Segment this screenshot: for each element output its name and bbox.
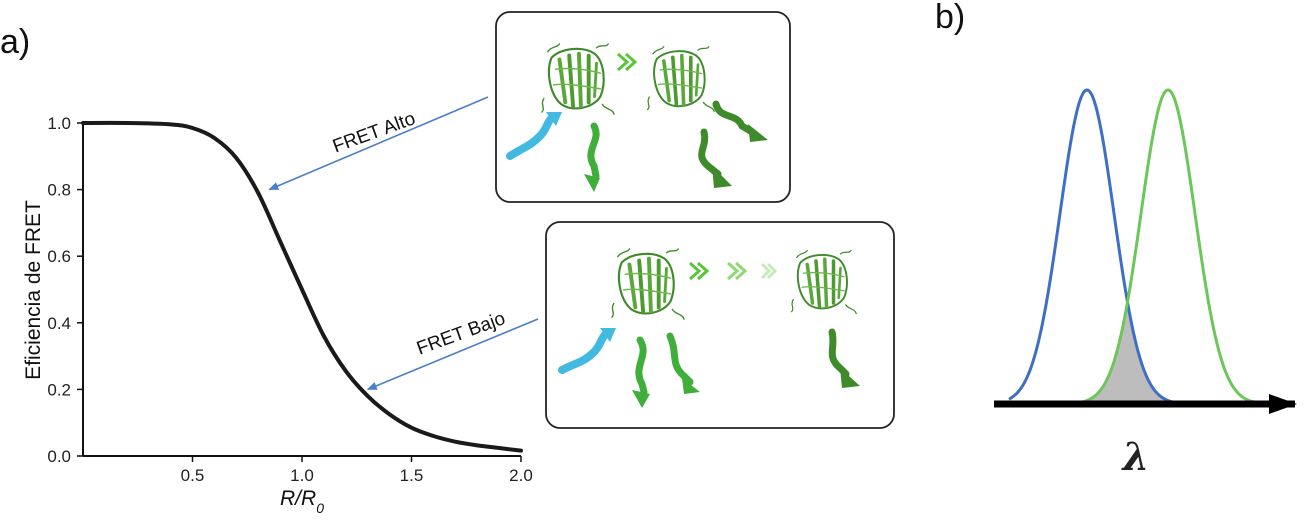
inset-frame [495, 11, 791, 203]
panel-label-a: a) [0, 23, 30, 61]
energy-transfer-chevrons-medium-icon [727, 261, 748, 281]
y-tick-label: 0.4 [47, 314, 71, 333]
donor-emission-arrowhead-2-icon [682, 378, 700, 394]
fret-efficiency-chart: 0.0 0.2 0.4 0.6 0.8 1.0 0.5 1.0 1.5 2.0 Eficienc… [22, 96, 539, 516]
y-tick-label: 0.0 [47, 447, 71, 466]
spectral-overlap-chart: λ [994, 88, 1297, 479]
excitation-arrowhead-icon [546, 112, 562, 126]
energy-transfer-chevrons-weak-icon [760, 262, 778, 280]
energy-transfer-chevrons-strong-icon [689, 261, 710, 281]
acceptor-emission-arrowhead-icon [840, 368, 860, 388]
y-axis-title: Eficiencia de FRET [22, 200, 45, 380]
fret-low-inset [545, 221, 895, 429]
x-axis-title: R/R0 [280, 487, 324, 516]
donor-emission-arrow-2-icon [666, 332, 694, 386]
panel-label-b: b) [935, 0, 965, 36]
fret-low-label: FRET Bajo [414, 308, 508, 359]
spectral-overlap-area [1084, 302, 1174, 404]
acceptor-emission-arrowhead-1-icon [748, 124, 768, 142]
acceptor-emission-arrow-icon [828, 328, 850, 378]
x-tick-label: 0.5 [181, 466, 205, 485]
fret-high-arrow [268, 96, 489, 191]
fret-low-arrow [366, 318, 539, 391]
x-tick-label: 1.5 [400, 466, 424, 485]
donor-emission-arrowhead-1-icon [632, 390, 650, 408]
fret-efficiency-curve [81, 120, 523, 453]
x-tick-label: 1.0 [290, 466, 314, 485]
excitation-arrowhead-icon [600, 328, 616, 342]
y-tick-label: 0.2 [47, 380, 71, 399]
energy-transfer-chevrons-icon [617, 52, 638, 72]
y-tick-label: 0.8 [47, 181, 71, 200]
acceptor-emission-arrowhead-2-icon [712, 166, 732, 188]
y-tick-label: 1.0 [47, 114, 71, 133]
donor-emission-arrow-1-icon [635, 336, 648, 396]
excitation-arrow-icon [506, 112, 558, 160]
wavelength-axis-label: λ [1121, 434, 1150, 479]
donor-emission-arrowhead-icon [584, 174, 600, 192]
fret-high-inset [495, 11, 791, 203]
excitation-arrow-icon [558, 328, 612, 374]
donor-emission-arrow-icon [587, 122, 600, 180]
y-tick-label: 0.6 [47, 247, 71, 266]
acceptor-emission-arrow-1-icon [712, 100, 756, 136]
acceptor-emission-arrow-2-icon [698, 128, 722, 178]
x-tick-label: 2.0 [509, 466, 533, 485]
